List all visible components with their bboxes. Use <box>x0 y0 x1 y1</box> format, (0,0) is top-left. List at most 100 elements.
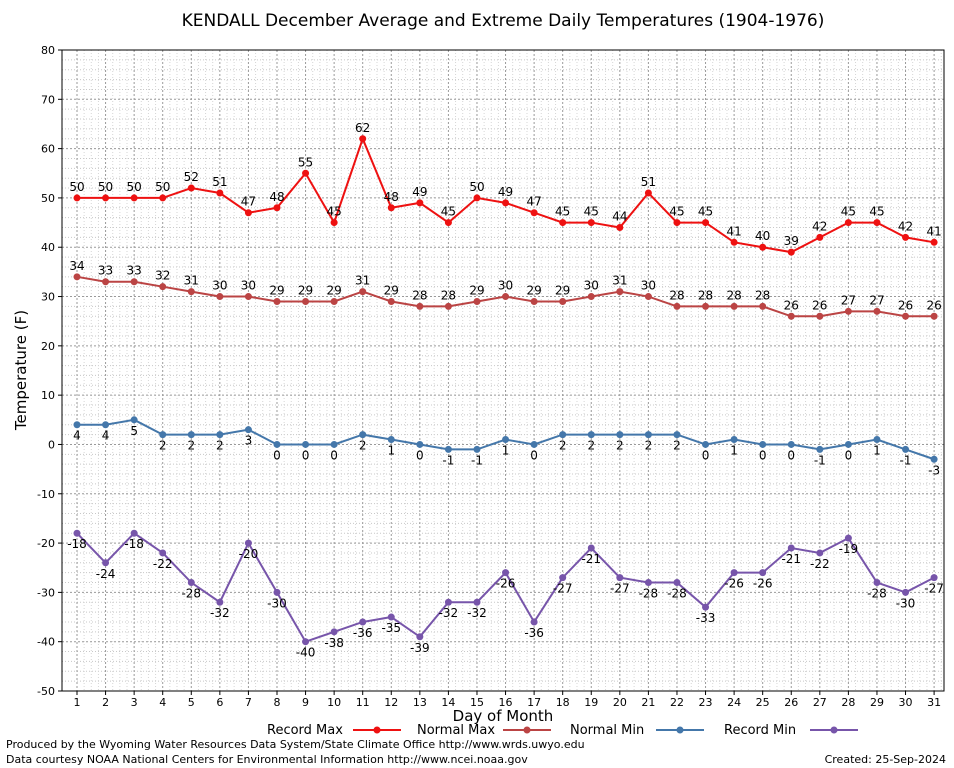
data-point <box>673 579 681 587</box>
x-tick-label: 20 <box>613 696 627 709</box>
data-label: 0 <box>530 448 538 462</box>
data-label: 31 <box>355 274 370 288</box>
data-point <box>187 431 195 439</box>
x-tick-label: 17 <box>527 696 541 709</box>
data-point <box>130 194 138 202</box>
data-point <box>102 194 110 202</box>
data-label: 0 <box>416 448 424 462</box>
footer-produced-by: Produced by the Wyoming Water Resources … <box>6 738 585 751</box>
data-point <box>530 209 538 217</box>
data-label: 49 <box>412 185 427 199</box>
data-point <box>187 184 195 192</box>
data-label: 4 <box>73 429 81 443</box>
data-label: 30 <box>641 279 656 293</box>
data-point <box>502 293 510 301</box>
data-label: 33 <box>126 264 141 278</box>
data-label: 4 <box>102 429 110 443</box>
data-point <box>930 312 938 320</box>
data-point <box>387 613 395 621</box>
data-point <box>930 455 938 463</box>
legend-swatch-marker <box>523 726 531 734</box>
data-point <box>587 431 595 439</box>
data-label: -18 <box>124 537 144 551</box>
data-label: 29 <box>526 283 541 297</box>
data-label: -1 <box>471 453 483 467</box>
data-label: -26 <box>724 577 744 591</box>
data-point <box>273 588 281 596</box>
y-tick-label: 10 <box>41 389 55 402</box>
x-tick-label: 25 <box>756 696 770 709</box>
plot-frame <box>61 49 945 692</box>
data-label: 1 <box>502 444 510 458</box>
data-label: -38 <box>324 636 344 650</box>
data-point <box>730 569 738 577</box>
data-point <box>73 273 81 281</box>
data-point <box>759 569 767 577</box>
data-point <box>444 445 452 453</box>
data-label: 27 <box>841 293 856 307</box>
data-label: 2 <box>616 439 624 453</box>
data-label: -19 <box>839 542 859 556</box>
data-point <box>387 436 395 444</box>
x-tick-label: 9 <box>302 696 309 709</box>
data-point <box>730 436 738 444</box>
x-tick-label: 28 <box>841 696 855 709</box>
data-label: -20 <box>239 547 259 561</box>
x-tick-label: 4 <box>159 696 166 709</box>
y-tick-label: -20 <box>37 537 55 550</box>
data-label: -27 <box>924 582 944 596</box>
legend-item: Normal Max <box>417 723 551 738</box>
data-label: 55 <box>298 155 313 169</box>
x-tick-label: 15 <box>470 696 484 709</box>
y-tick-label: 30 <box>41 291 55 304</box>
data-label: 0 <box>702 448 710 462</box>
data-label: 50 <box>98 180 113 194</box>
data-label: 42 <box>812 219 827 233</box>
data-label: 2 <box>587 439 595 453</box>
data-point <box>702 440 710 448</box>
data-label: -1 <box>900 453 912 467</box>
data-label: 47 <box>241 195 256 209</box>
data-point <box>844 219 852 227</box>
data-point <box>759 243 767 251</box>
data-point <box>873 307 881 315</box>
x-tick-label: 27 <box>813 696 827 709</box>
data-label: 2 <box>216 439 224 453</box>
data-point <box>787 440 795 448</box>
x-tick-label: 14 <box>441 696 455 709</box>
legend-swatch-marker <box>830 726 838 734</box>
data-point <box>873 436 881 444</box>
data-point <box>730 238 738 246</box>
data-label: 47 <box>526 195 541 209</box>
data-point <box>673 431 681 439</box>
y-tick-label: -40 <box>37 636 55 649</box>
series-normal-max <box>73 273 938 320</box>
data-label: 2 <box>187 439 195 453</box>
data-point <box>559 431 567 439</box>
data-point <box>616 288 624 296</box>
data-point <box>559 297 567 305</box>
data-label: 30 <box>241 279 256 293</box>
data-label: 50 <box>69 180 84 194</box>
data-point <box>244 539 252 547</box>
data-label: 34 <box>69 259 84 273</box>
data-point <box>159 194 167 202</box>
data-label: 45 <box>698 205 713 219</box>
y-tick-label: 50 <box>41 192 55 205</box>
data-point <box>530 297 538 305</box>
data-label: 28 <box>726 288 741 302</box>
data-point <box>502 569 510 577</box>
data-point <box>216 189 224 197</box>
chart-title: KENDALL December Average and Extreme Dai… <box>182 11 825 31</box>
data-label: 41 <box>726 224 741 238</box>
data-point <box>530 440 538 448</box>
data-label: 48 <box>384 190 399 204</box>
data-label: -24 <box>96 567 116 581</box>
data-point <box>787 544 795 552</box>
data-point <box>844 440 852 448</box>
data-point <box>216 293 224 301</box>
data-label: 45 <box>841 205 856 219</box>
data-point <box>473 194 481 202</box>
y-axis-label: Temperature (F) <box>12 310 30 431</box>
data-label: 45 <box>869 205 884 219</box>
